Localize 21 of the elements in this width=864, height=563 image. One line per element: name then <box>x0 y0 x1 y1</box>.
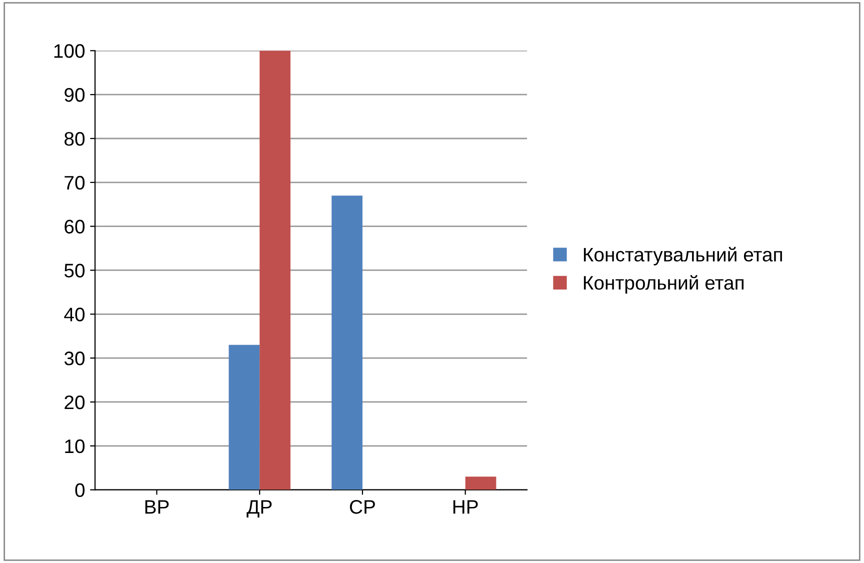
x-tick-label: СР <box>350 500 375 514</box>
y-tick-label: 80 <box>64 132 85 146</box>
y-tick-label: 0 <box>75 483 85 498</box>
legend-label: Констатувальний етап <box>584 246 782 266</box>
y-tick-label: 40 <box>64 308 85 322</box>
legend-label: Контрольний етап <box>584 275 744 294</box>
bar <box>465 476 496 490</box>
bar <box>228 344 260 490</box>
y-tick-label: 70 <box>64 176 85 190</box>
y-tick-label: 30 <box>64 352 85 366</box>
y-tick-label: 100 <box>54 44 85 58</box>
y-tick-label: 60 <box>64 220 85 234</box>
y-tick-label: 90 <box>64 88 85 102</box>
y-tick-label: 20 <box>64 395 85 410</box>
bar <box>260 50 290 490</box>
y-tick-label: 10 <box>65 439 85 454</box>
x-tick-label: ВР <box>145 500 169 514</box>
x-tick-label: ДР <box>246 500 272 518</box>
x-tick-label: НР <box>453 500 478 514</box>
y-tick-label: 50 <box>64 264 85 278</box>
bar <box>332 196 362 490</box>
